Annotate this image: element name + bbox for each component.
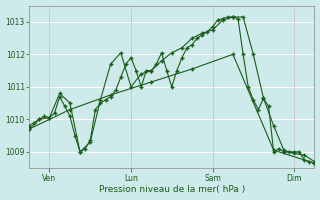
X-axis label: Pression niveau de la mer( hPa ): Pression niveau de la mer( hPa ) (99, 185, 245, 194)
